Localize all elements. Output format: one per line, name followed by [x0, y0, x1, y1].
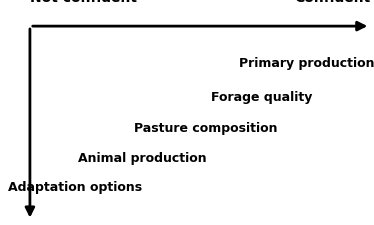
Text: Not confident: Not confident: [30, 0, 137, 4]
Text: Forage quality: Forage quality: [211, 90, 313, 103]
Text: Primary production: Primary production: [239, 56, 374, 70]
Text: Animal production: Animal production: [78, 151, 206, 164]
Text: Adaptation options: Adaptation options: [8, 180, 142, 193]
Text: Confident: Confident: [294, 0, 370, 4]
Text: Pasture composition: Pasture composition: [134, 122, 278, 135]
